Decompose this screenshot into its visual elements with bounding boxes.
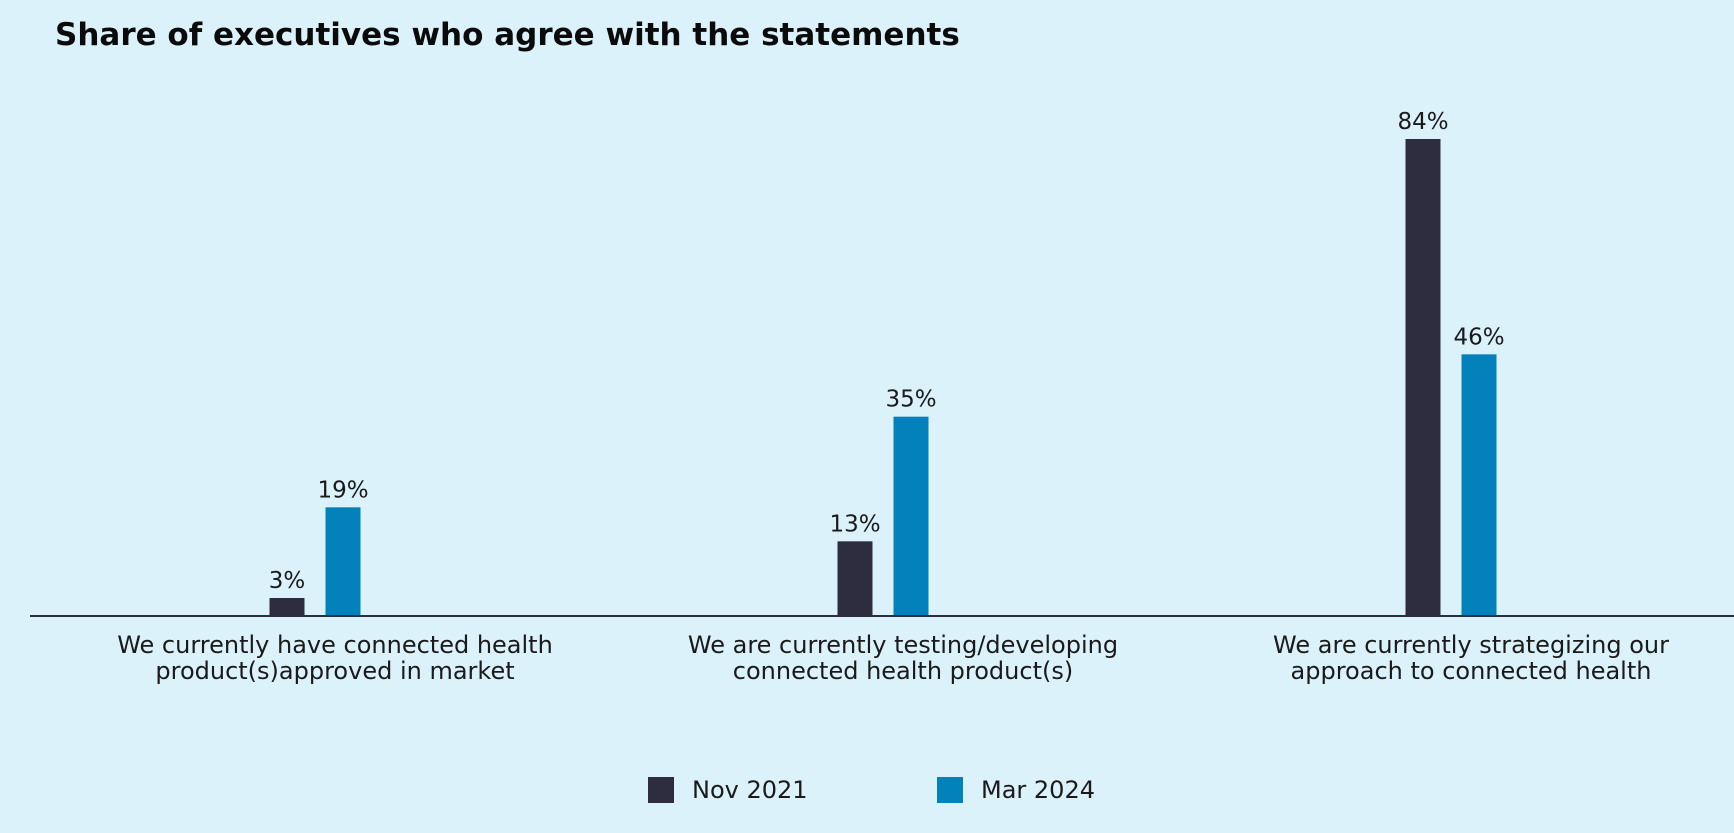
category-label-1-line-0: We are currently testing/developing [688,631,1118,659]
data-label-1-2: 46% [1453,324,1504,350]
legend-label-1: Mar 2024 [981,776,1095,804]
category-labels: We currently have connected healthproduc… [117,631,1669,685]
bar-nov-2021-0 [269,598,305,615]
data-label-0-2: 84% [1397,109,1448,135]
legend-label-0: Nov 2021 [692,776,808,804]
bar-nov-2021-2 [1405,139,1441,615]
data-label-1-0: 19% [317,477,368,503]
category-label-0-line-1: product(s)approved in market [155,657,514,685]
legend-swatch-1 [937,777,963,803]
category-label-2-line-0: We are currently strategizing our [1273,631,1669,659]
bar-mar-2024-0 [325,507,361,615]
bar-mar-2024-2 [1461,354,1497,615]
legend: Nov 2021 Mar 2024 [648,776,1095,804]
category-label-1-line-1: connected health product(s) [733,657,1073,685]
data-label-0-1: 13% [829,511,880,537]
bar-nov-2021-1 [837,541,873,615]
data-label-1-1: 35% [885,387,936,413]
bar-mar-2024-1 [893,416,929,615]
bars-group: 3% 13% 84% 19% 35% 46% [269,109,1505,615]
data-label-0-0: 3% [269,568,306,594]
category-label-2-line-1: approach to connected health [1291,657,1652,685]
category-label-0-line-0: We currently have connected health [117,631,553,659]
legend-swatch-0 [648,777,674,803]
chart-title: Share of executives who agree with the s… [55,17,960,53]
